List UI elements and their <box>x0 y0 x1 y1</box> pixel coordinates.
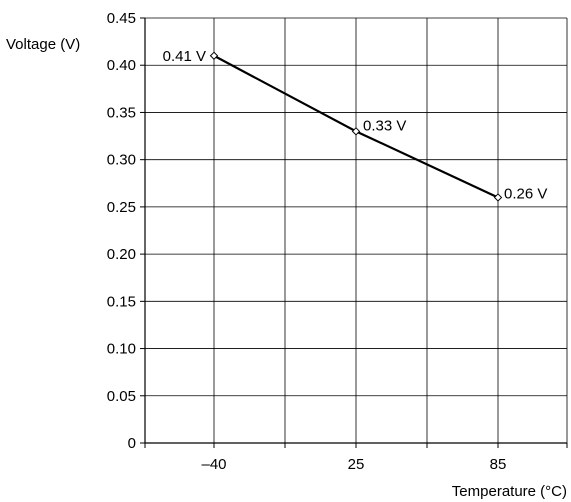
y-tick-label: 0.25 <box>107 199 136 216</box>
x-axis-label: Temperature (°C) <box>452 483 567 500</box>
y-tick-label: 0 <box>128 435 136 452</box>
data-point <box>493 193 503 202</box>
x-tick-label: –40 <box>201 456 226 473</box>
grid <box>140 17 568 448</box>
data-label: 0.41 V <box>163 48 206 65</box>
x-tick-labels: –40 25 85 <box>201 456 506 473</box>
y-tick-labels: 0 0.05 0.10 0.15 0.20 0.25 0.30 0.35 0.40 0.45 <box>107 10 136 452</box>
y-tick-label: 0.20 <box>107 246 136 263</box>
y-tick-label: 0.10 <box>107 341 136 358</box>
x-tick-label: 85 <box>490 456 507 473</box>
data-series: 0.41 V 0.33 V 0.26 V <box>163 48 548 203</box>
y-axis-label: Voltage (V) <box>6 36 80 53</box>
y-tick-label: 0.15 <box>107 293 136 310</box>
y-tick-label: 0.40 <box>107 57 136 74</box>
y-tick-label: 0.30 <box>107 152 136 169</box>
y-tick-label: 0.35 <box>107 104 136 121</box>
y-tick-label: 0.05 <box>107 388 136 405</box>
data-label: 0.26 V <box>504 185 547 202</box>
x-tick-label: 25 <box>348 456 365 473</box>
axes <box>144 18 567 444</box>
y-tick-label: 0.45 <box>107 10 136 27</box>
data-label: 0.33 V <box>363 117 406 134</box>
data-point <box>209 51 219 60</box>
data-point <box>351 127 361 136</box>
